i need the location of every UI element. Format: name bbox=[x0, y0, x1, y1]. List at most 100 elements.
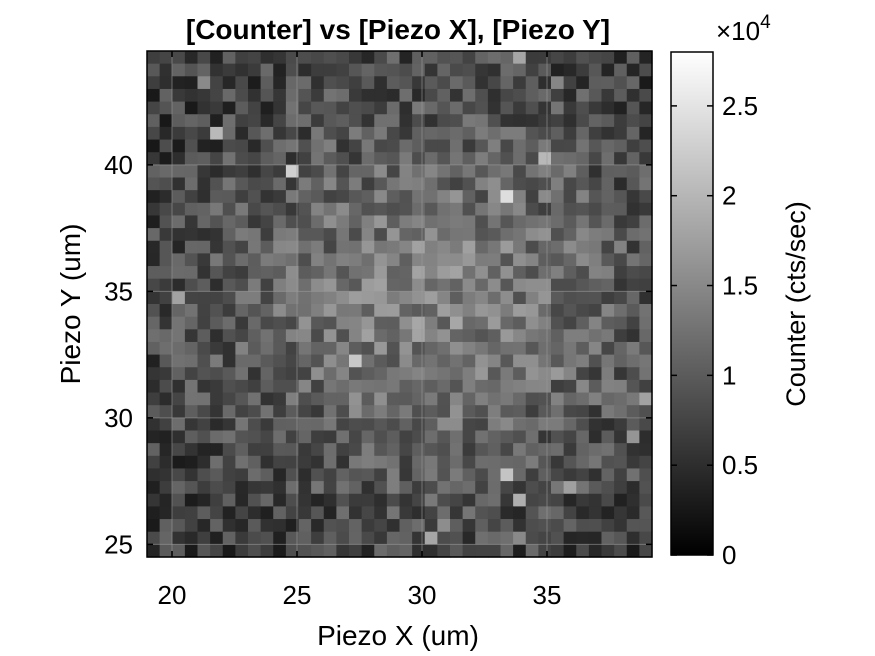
heatmap-cell bbox=[475, 417, 489, 432]
heatmap-cell bbox=[639, 455, 653, 470]
heatmap-cell bbox=[323, 202, 337, 217]
heatmap-cell bbox=[450, 354, 464, 368]
heatmap-cell bbox=[626, 405, 640, 419]
heatmap-cell bbox=[285, 164, 300, 179]
heatmap-cell bbox=[285, 215, 300, 229]
heatmap-cell bbox=[576, 316, 590, 330]
heatmap-cell bbox=[349, 164, 363, 179]
heatmap-cell bbox=[487, 506, 502, 520]
heatmap-cell bbox=[450, 190, 464, 204]
heatmap-cell bbox=[551, 455, 565, 470]
heatmap-cell bbox=[525, 63, 539, 77]
heatmap-cell bbox=[576, 228, 590, 242]
heatmap-cell bbox=[323, 253, 337, 267]
heatmap-cell bbox=[248, 240, 262, 254]
heatmap-cell bbox=[475, 430, 489, 444]
heatmap-cell bbox=[500, 430, 514, 444]
heatmap-cell bbox=[386, 228, 401, 242]
heatmap-cell bbox=[513, 228, 527, 242]
heatmap-cell bbox=[639, 278, 653, 292]
colorbar-tick-label: 1.5 bbox=[722, 271, 758, 301]
heatmap-cell bbox=[399, 531, 413, 545]
heatmap-cell bbox=[487, 493, 502, 507]
heatmap-cell bbox=[513, 51, 527, 65]
heatmap-cell bbox=[349, 88, 363, 103]
heatmap-cells bbox=[147, 51, 653, 558]
heatmap-cell bbox=[513, 126, 527, 141]
heatmap-cell bbox=[386, 316, 401, 330]
heatmap-cell bbox=[374, 152, 388, 166]
heatmap-cell bbox=[184, 519, 199, 533]
heatmap-cell bbox=[235, 316, 249, 330]
heatmap-cell bbox=[525, 114, 539, 128]
heatmap-cell bbox=[462, 506, 476, 520]
heatmap-cell bbox=[538, 101, 552, 115]
heatmap-cell bbox=[260, 215, 274, 229]
heatmap-cell bbox=[147, 392, 161, 406]
heatmap-cell bbox=[197, 392, 211, 406]
heatmap-cell bbox=[576, 443, 590, 457]
heatmap-cell bbox=[576, 392, 590, 406]
heatmap-cell bbox=[601, 190, 615, 204]
heatmap-cell bbox=[576, 354, 590, 368]
heatmap-cell bbox=[311, 316, 325, 330]
heatmap-cell bbox=[172, 430, 186, 444]
heatmap-cell bbox=[349, 544, 363, 558]
heatmap-cell bbox=[235, 443, 249, 457]
heatmap-cell bbox=[273, 304, 287, 318]
heatmap-cell bbox=[374, 304, 388, 318]
heatmap-cell bbox=[386, 341, 401, 356]
heatmap-cell bbox=[639, 139, 653, 153]
x-axis-label: Piezo X (um) bbox=[317, 620, 479, 651]
heatmap-cell bbox=[614, 152, 628, 166]
heatmap-cell bbox=[361, 468, 375, 482]
heatmap-cell bbox=[298, 291, 312, 305]
heatmap-cell bbox=[386, 202, 401, 217]
heatmap-cell bbox=[222, 202, 236, 217]
heatmap-cell bbox=[323, 190, 337, 204]
heatmap-cell bbox=[525, 291, 539, 305]
heatmap-cell bbox=[222, 139, 236, 153]
heatmap-cell bbox=[487, 215, 502, 229]
heatmap-cell bbox=[576, 76, 590, 90]
heatmap-cell bbox=[437, 341, 451, 356]
heatmap-cell bbox=[399, 164, 413, 179]
heatmap-cell bbox=[336, 253, 350, 267]
heatmap-cell bbox=[475, 493, 489, 507]
heatmap-cell bbox=[386, 126, 401, 141]
heatmap-cell bbox=[487, 531, 502, 545]
heatmap-cell bbox=[323, 266, 337, 280]
heatmap-cell bbox=[260, 152, 274, 166]
colorbar: 00.511.522.5 ×104 Counter (cts/sec) bbox=[670, 12, 811, 570]
heatmap-cell bbox=[601, 417, 615, 432]
heatmap-cell bbox=[437, 101, 451, 115]
heatmap-cell bbox=[386, 139, 401, 153]
heatmap-cell bbox=[361, 164, 375, 179]
heatmap-cell bbox=[450, 240, 464, 254]
heatmap-cell bbox=[273, 215, 287, 229]
heatmap-cell bbox=[172, 544, 186, 558]
heatmap-cell bbox=[450, 164, 464, 179]
heatmap-cell bbox=[248, 443, 262, 457]
heatmap-cell bbox=[437, 493, 451, 507]
colorbar-tick-label: 0 bbox=[722, 540, 736, 570]
heatmap-cell bbox=[500, 152, 514, 166]
heatmap-cell bbox=[235, 253, 249, 267]
heatmap-cell bbox=[172, 202, 186, 217]
heatmap-cell bbox=[361, 304, 375, 318]
heatmap-cell bbox=[639, 228, 653, 242]
heatmap-cell bbox=[563, 266, 577, 280]
heatmap-cell bbox=[487, 304, 502, 318]
heatmap-cell bbox=[197, 215, 211, 229]
heatmap-cell bbox=[311, 430, 325, 444]
heatmap-cell bbox=[513, 531, 527, 545]
heatmap-cell bbox=[260, 304, 274, 318]
heatmap-cell bbox=[626, 51, 640, 65]
heatmap-cell bbox=[450, 468, 464, 482]
heatmap-cell bbox=[626, 455, 640, 470]
heatmap-cell bbox=[576, 202, 590, 217]
heatmap-cell bbox=[563, 114, 577, 128]
heatmap-cell bbox=[563, 329, 577, 343]
heatmap-cell bbox=[159, 430, 173, 444]
heatmap-cell bbox=[336, 266, 350, 280]
